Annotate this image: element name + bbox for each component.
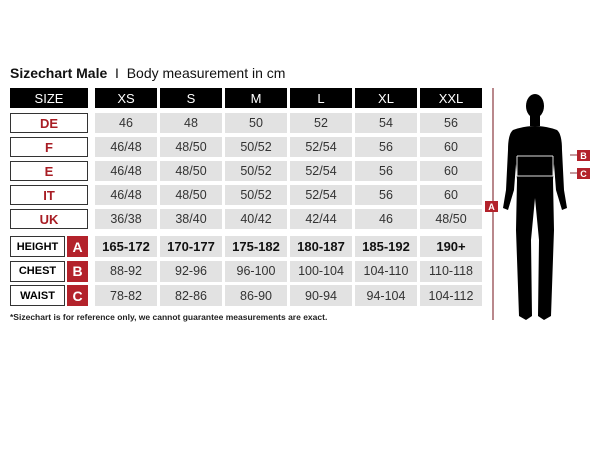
table-cell: 52/54: [290, 137, 352, 157]
table-cell: 54: [355, 113, 417, 133]
table-cell: 46/48: [95, 137, 157, 157]
table-cell: 46: [355, 209, 417, 229]
table-cell: 110-118: [420, 260, 482, 282]
size-header-label: SIZE: [10, 88, 88, 108]
table-cell: 36/38: [95, 209, 157, 229]
table-cell: 50/52: [225, 137, 287, 157]
table-cell: 48: [160, 113, 222, 133]
table-cell: 60: [420, 137, 482, 157]
size-header-xl: XL: [355, 88, 417, 108]
row-label-height: HEIGHT: [10, 236, 65, 257]
table-cell: 46/48: [95, 161, 157, 181]
size-header-m: M: [225, 88, 287, 108]
table-cell: 100-104: [290, 260, 352, 282]
table-cell: 82-86: [160, 285, 222, 306]
table-cell: 48/50: [420, 209, 482, 229]
table-cell: 40/42: [225, 209, 287, 229]
table-cell: 42/44: [290, 209, 352, 229]
marker-a: A: [485, 201, 498, 212]
footnote: *Sizechart is for reference only, we can…: [10, 312, 328, 322]
table-cell: 52: [290, 113, 352, 133]
title-separator: I: [115, 65, 119, 81]
row-label-chest: CHEST: [10, 260, 65, 282]
row-label-uk: UK: [10, 209, 88, 229]
page-title: Sizechart Male I Body measurement in cm: [10, 65, 285, 81]
table-cell: 96-100: [225, 260, 287, 282]
table-cell: 38/40: [160, 209, 222, 229]
table-cell: 60: [420, 185, 482, 205]
title-bold: Sizechart Male: [10, 65, 108, 81]
table-cell: 48/50: [160, 137, 222, 157]
table-cell: 60: [420, 161, 482, 181]
table-cell: 56: [355, 161, 417, 181]
table-cell: 48/50: [160, 185, 222, 205]
size-header-l: L: [290, 88, 352, 108]
table-cell: 175-182: [225, 236, 287, 257]
table-cell: 50: [225, 113, 287, 133]
table-cell: 190+: [420, 236, 482, 257]
table-cell: 56: [420, 113, 482, 133]
row-label-f: F: [10, 137, 88, 157]
letter-badge-b: B: [67, 260, 88, 282]
letter-badge-a: A: [67, 236, 88, 257]
male-silhouette-icon: [503, 94, 567, 320]
table-cell: 180-187: [290, 236, 352, 257]
title-subtitle: Body measurement in cm: [126, 65, 286, 81]
table-cell: 86-90: [225, 285, 287, 306]
letter-badge-c: C: [67, 285, 88, 306]
table-cell: 170-177: [160, 236, 222, 257]
table-cell: 50/52: [225, 185, 287, 205]
table-cell: 56: [355, 137, 417, 157]
table-cell: 94-104: [355, 285, 417, 306]
table-cell: 92-96: [160, 260, 222, 282]
table-cell: 104-110: [355, 260, 417, 282]
row-label-waist: WAIST: [10, 285, 65, 306]
table-cell: 48/50: [160, 161, 222, 181]
row-label-e: E: [10, 161, 88, 181]
marker-c: C: [577, 168, 590, 179]
row-label-de: DE: [10, 113, 88, 133]
table-cell: 104-112: [420, 285, 482, 306]
row-label-it: IT: [10, 185, 88, 205]
table-cell: 52/54: [290, 161, 352, 181]
size-header-xs: XS: [95, 88, 157, 108]
table-cell: 46: [95, 113, 157, 133]
table-cell: 52/54: [290, 185, 352, 205]
size-header-s: S: [160, 88, 222, 108]
table-cell: 88-92: [95, 260, 157, 282]
table-cell: 185-192: [355, 236, 417, 257]
table-cell: 46/48: [95, 185, 157, 205]
table-cell: 90-94: [290, 285, 352, 306]
table-cell: 50/52: [225, 161, 287, 181]
table-cell: 56: [355, 185, 417, 205]
marker-b: B: [577, 150, 590, 161]
size-header-xxl: XXL: [420, 88, 482, 108]
table-cell: 165-172: [95, 236, 157, 257]
body-figure: [492, 88, 577, 320]
table-cell: 78-82: [95, 285, 157, 306]
